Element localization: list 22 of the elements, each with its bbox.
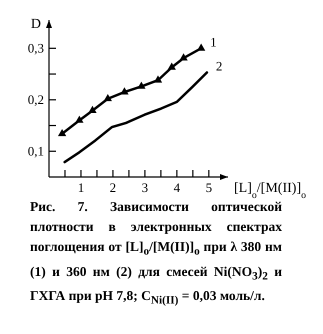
- x-tick-label: 2: [110, 180, 116, 195]
- point: [104, 94, 112, 102]
- x-tick-label: 1: [78, 180, 84, 195]
- y-axis-title: D: [30, 17, 41, 32]
- point: [179, 53, 188, 60]
- point: [58, 128, 66, 136]
- y-tick-label: 0,1: [28, 143, 44, 158]
- y-tick-label: 0,3: [28, 40, 44, 56]
- x-tick-label: 3: [142, 180, 148, 195]
- text: Рис. 7. Зависимости оптической плотности в электронных спектрах поглощения от [L]$_{o}$/[M(II)]$_{o}$ при λ 380 нм (1) и 360 нм (2) для смесей Ni(NO$_{3}$)$_{2}$ и ГХГА при pH 7,8; C$_{Ni(II)}$ = 0,03 моль/л.: [30, 199, 282, 308]
- x-tick-label: 5: [206, 180, 212, 195]
- point: [154, 75, 162, 83]
- x-tick-label: 4: [174, 180, 181, 195]
- point: [168, 62, 176, 70]
- point: [88, 106, 97, 113]
- point: [137, 82, 146, 89]
- line-series: [63, 71, 208, 164]
- series-label: 2: [216, 58, 222, 74]
- y-tick-label: 0,2: [28, 92, 44, 107]
- x-axis-title: [L]$_{o}$/[M(II)]$_{o}$: [234, 181, 306, 200]
- point: [75, 116, 84, 123]
- series-label: 1: [210, 34, 217, 50]
